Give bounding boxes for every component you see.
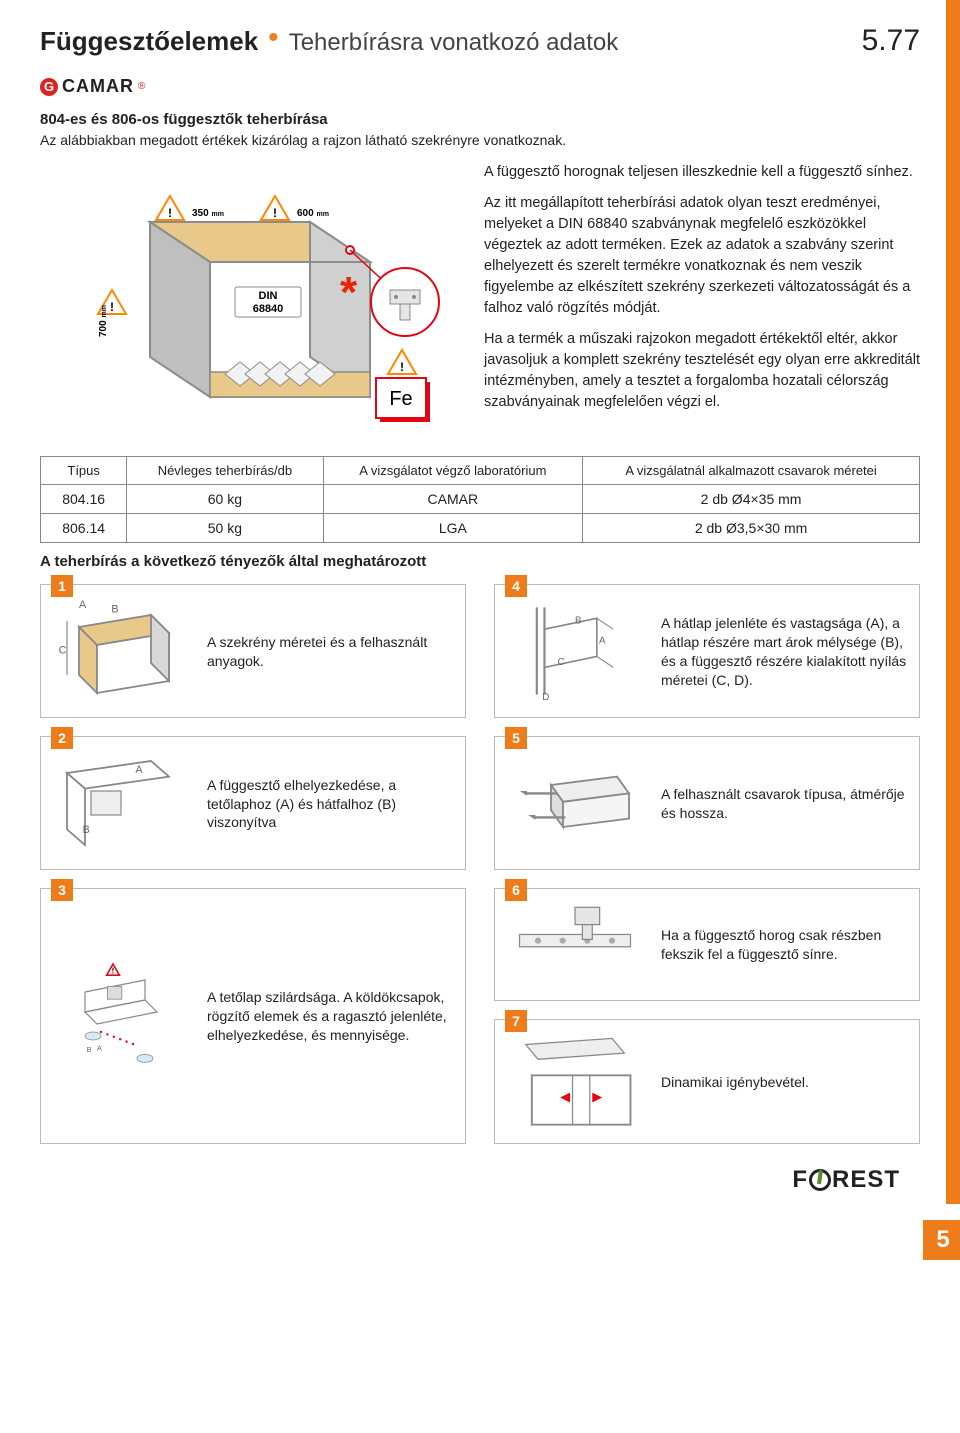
camar-reg: ® [138, 81, 145, 92]
side-page-number: 5 [923, 1220, 960, 1260]
warning-350mm-icon: ! 350 mm [156, 196, 224, 220]
warning-600mm-icon: ! 600 mm [261, 196, 329, 220]
svg-text:DIN: DIN [259, 290, 278, 302]
factor-text: Dinamikai igénybevétel. [655, 1020, 821, 1143]
factor-card-1: 1 C B A A szekrény méretei és a felhaszn… [40, 584, 466, 718]
svg-text:600 mm: 600 mm [297, 208, 329, 219]
hero-p3: Ha a termék a műszaki rajzokon megadott … [484, 329, 920, 413]
forest-logo: F REST [792, 1166, 900, 1194]
factor-num: 4 [505, 575, 527, 597]
camar-g-icon: G [40, 78, 58, 96]
svg-text:!: ! [110, 300, 114, 314]
factor-num: 3 [51, 879, 73, 901]
factors-grid: 1 C B A A szekrény méretei és a felhaszn… [40, 584, 920, 1144]
th-load: Névleges teherbírás/db [127, 457, 323, 485]
svg-text:A: A [135, 764, 143, 776]
section-title: 804-es és 806-os függesztők teherbírása [40, 111, 920, 128]
svg-text:C: C [558, 657, 565, 668]
factor-text: A függesztő elhelyezkedése, a tetőlaphoz… [201, 737, 465, 869]
factor-text: Ha a függesztő horog csak részben fekszi… [655, 889, 919, 1000]
warning-700mm-icon: ! 700 mm [98, 290, 126, 337]
hero-p1: A függesztő horognak teljesen illeszkedn… [484, 162, 920, 183]
star-icon: * [340, 268, 358, 317]
svg-text:D: D [542, 692, 549, 703]
factor-text: A szekrény méretei és a felhasznált anya… [201, 585, 465, 717]
hero-diagram: DIN 68840 ! 70 [40, 162, 460, 442]
page-number: 5.77 [862, 24, 920, 58]
section-subtitle: Az alábbiakban megadott értékek kizáróla… [40, 132, 920, 148]
th-type: Típus [41, 457, 127, 485]
factor-card-2: 2 A B A függesztő elhelyezkedése, a tető… [40, 736, 466, 870]
svg-text:!: ! [273, 206, 277, 220]
hero-description: A függesztő horognak teljesen illeszkedn… [484, 162, 920, 442]
svg-text:B: B [83, 824, 90, 836]
factor-2-icon: A B [41, 737, 201, 869]
factor-card-5: 5 A felhasznált csavarok típusa, átmérőj… [494, 736, 920, 870]
table-row: 804.16 60 kg CAMAR 2 db Ø4×35 mm [41, 485, 920, 514]
factor-card-4: 4 B A C D A hátlap jelenléte és vastagsá… [494, 584, 920, 718]
leaf-o-icon [809, 1169, 831, 1191]
svg-text:68840: 68840 [253, 303, 284, 315]
factor-num: 5 [505, 727, 527, 749]
factor-num: 2 [51, 727, 73, 749]
factor-4-icon: B A C D [495, 585, 655, 717]
svg-text:B: B [111, 604, 118, 616]
factor-1-icon: C B A [41, 585, 201, 717]
svg-text:B: B [575, 616, 582, 627]
svg-text:B: B [87, 1045, 92, 1054]
header-light: Teherbírásra vonatkozó adatok [289, 29, 619, 57]
factor-card-6: 6 Ha a függesztő horog csak részben feks… [494, 888, 920, 1001]
factor-num: 1 [51, 575, 73, 597]
factor-7-icon [495, 1020, 655, 1143]
factor-num: 7 [505, 1010, 527, 1032]
factor-text: A hátlap jelenléte és vastagsága (A), a … [655, 585, 919, 717]
fe-box-icon: ! Fe [376, 350, 430, 422]
th-screws: A vizsgálatnál alkalmazott csavarok mére… [583, 457, 920, 485]
side-orange-bar [946, 0, 960, 1204]
factor-card-3: 3 ! B [40, 888, 466, 1144]
th-lab: A vizsgálatot végző laboratórium [323, 457, 583, 485]
factors-heading: A teherbírás a következő tényezők által … [40, 553, 920, 570]
svg-text:Fe: Fe [389, 388, 412, 410]
hero-p2: Az itt megállapított teherbírási adatok … [484, 193, 920, 319]
footer-f: F [792, 1166, 808, 1194]
svg-text:350 mm: 350 mm [192, 208, 224, 219]
table-row: 806.14 50 kg LGA 2 db Ø3,5×30 mm [41, 514, 920, 543]
factor-card-7: 7 Dinamikai igénybevétel. [494, 1019, 920, 1144]
spec-table: Típus Névleges teherbírás/db A vizsgálat… [40, 456, 920, 543]
svg-text:!: ! [112, 966, 115, 975]
footer-rest: REST [832, 1166, 900, 1194]
camar-name: CAMAR [62, 76, 134, 97]
svg-text:C: C [59, 644, 67, 656]
svg-text:!: ! [400, 360, 404, 374]
factor-6-icon [495, 889, 655, 1000]
factor-3-icon: ! B A [41, 889, 201, 1143]
factor-num: 6 [505, 879, 527, 901]
header-bold: Függesztőelemek [40, 26, 258, 57]
factor-text: A tetőlap szilárdsága. A köldökcsapok, r… [201, 889, 465, 1143]
camar-logo: G CAMAR ® [40, 76, 145, 97]
svg-text:!: ! [168, 206, 172, 220]
svg-text:A: A [79, 599, 87, 611]
svg-text:A: A [599, 635, 606, 646]
factor-5-icon [495, 737, 655, 869]
svg-text:A: A [97, 1043, 102, 1052]
factor-text: A felhasznált csavarok típusa, átmérője … [655, 737, 919, 869]
page-header: Függesztőelemek • Teherbírásra vonatkozó… [40, 24, 920, 58]
